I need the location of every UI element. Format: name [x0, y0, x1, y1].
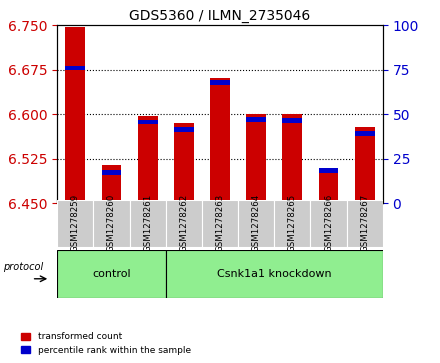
Bar [66, 66, 85, 70]
Title: GDS5360 / ILMN_2735046: GDS5360 / ILMN_2735046 [129, 9, 311, 23]
Bar [174, 123, 194, 203]
Text: control: control [92, 269, 131, 279]
Bar [347, 200, 383, 247]
Bar [202, 200, 238, 247]
Text: Csnk1a1 knockdown: Csnk1a1 knockdown [217, 269, 332, 279]
Bar [210, 80, 230, 85]
Bar [210, 78, 230, 203]
Text: GSM1278267: GSM1278267 [360, 194, 369, 252]
Bar [246, 117, 266, 122]
Bar [102, 165, 121, 203]
Bar [129, 200, 166, 247]
Bar [57, 250, 166, 298]
Bar [57, 200, 93, 247]
Text: GSM1278261: GSM1278261 [143, 194, 152, 252]
Bar [166, 250, 383, 298]
Bar [138, 120, 158, 125]
Text: GSM1278262: GSM1278262 [180, 194, 188, 252]
Text: protocol: protocol [3, 262, 43, 272]
Text: GSM1278260: GSM1278260 [107, 194, 116, 252]
Text: GSM1278259: GSM1278259 [71, 194, 80, 252]
Bar [319, 172, 338, 203]
Bar [282, 118, 302, 123]
Text: GSM1278264: GSM1278264 [252, 194, 260, 252]
Bar [274, 200, 311, 247]
Bar [355, 127, 375, 203]
Bar [238, 200, 274, 247]
Bar [282, 114, 302, 203]
Bar [174, 127, 194, 132]
Bar [102, 170, 121, 175]
Legend: transformed count, percentile rank within the sample: transformed count, percentile rank withi… [18, 329, 194, 359]
Bar [93, 200, 129, 247]
Bar [246, 114, 266, 203]
Bar [319, 168, 338, 173]
Text: GSM1278263: GSM1278263 [216, 194, 224, 252]
Bar [355, 131, 375, 136]
Text: GSM1278265: GSM1278265 [288, 194, 297, 252]
Bar [66, 26, 85, 203]
Bar [138, 115, 158, 203]
Bar [166, 200, 202, 247]
Bar [311, 200, 347, 247]
Text: GSM1278266: GSM1278266 [324, 194, 333, 252]
